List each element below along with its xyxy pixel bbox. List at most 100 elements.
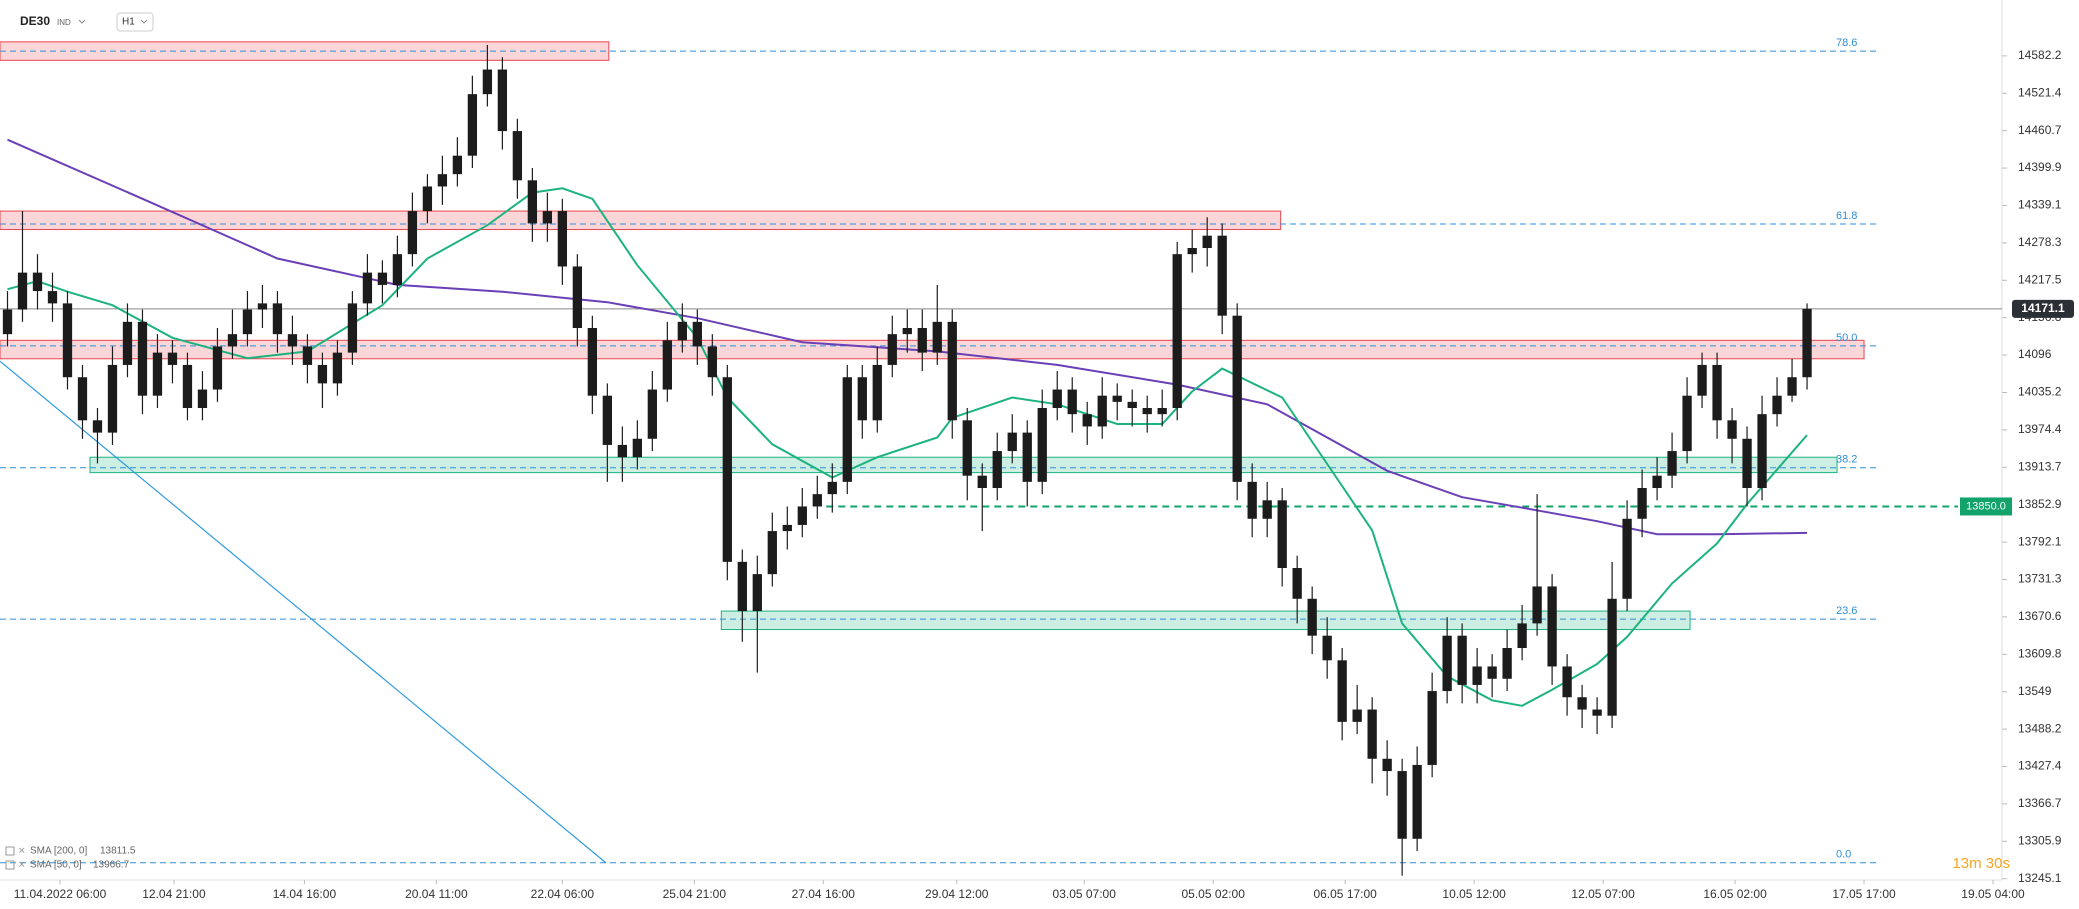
candle-body [182,364,193,408]
candle-body [527,180,538,224]
candle-body [1487,666,1497,679]
candle-body [257,303,268,310]
candle-body [1292,568,1302,599]
candle-body [602,395,612,445]
candle-body [887,334,897,365]
candle-body [1007,432,1017,452]
x-tick-label: 05.05 02:00 [1181,887,1245,901]
candle-body [17,272,28,310]
candle-body [1277,500,1287,568]
candle-body [2,309,13,335]
candle-body [1352,709,1362,722]
x-tick-label: 12.05 07:00 [1571,887,1635,901]
candle-body [812,494,822,507]
candle-body [902,328,912,335]
candle-body [317,364,328,384]
candle-body [1502,648,1512,679]
candle-body [1712,364,1722,421]
y-tick-label: 14339.1 [2018,198,2062,212]
candle-body [857,377,867,421]
y-tick-label: 14217.5 [2018,272,2062,286]
candle-body [872,364,882,421]
candle-body [347,303,358,353]
sma-line [7,138,1808,536]
candle-body [1622,518,1632,599]
candle-body [1532,586,1542,624]
x-tick-label: 20.04 11:00 [405,887,468,901]
last-price-label: 14171.1 [2021,301,2065,315]
legend-name: SMA [50, 0] [30,860,82,871]
candle-body [497,69,508,132]
fib-label: 50.0 [1836,332,1857,344]
candle-body [1667,451,1677,476]
candle-body [272,303,283,335]
candle-body [1562,666,1572,698]
legend-close: ✕ [18,859,26,869]
candle-body [992,451,1002,488]
legend-name: SMA [200, 0] [30,846,87,857]
candle-body [767,531,777,575]
y-tick-label: 13427.4 [2018,759,2062,773]
candle-body [1082,414,1092,427]
y-tick-label: 13305.9 [2018,833,2062,847]
candle-body [1127,401,1137,408]
symbol[interactable]: DE30 [20,14,50,28]
candle-body [1517,623,1527,648]
candle-body [92,420,103,433]
candle-body [1742,438,1752,488]
symbol-dropdown[interactable] [78,19,86,24]
candle-body [1592,709,1602,716]
candle-body [1217,235,1227,316]
last-price-box [2012,299,2074,318]
interval-button[interactable] [116,12,154,32]
candle-body [932,321,942,353]
legend-value: 13811.5 [100,846,136,857]
fib-label: 23.6 [1836,605,1857,617]
fib-label: 78.6 [1836,37,1857,49]
candle-body [1397,771,1407,839]
x-tick-label: 22.04 06:00 [531,887,595,901]
y-tick-label: 14582.2 [2018,48,2062,62]
candle-body [1337,660,1347,722]
legend-icon [5,846,15,856]
plot: 78.6 61.8 50.0 38.2 23.6 0.0 14582.2 14521.4 144… [0,37,2074,901]
x-tick-label: 10.05 12:00 [1442,887,1506,901]
candle-body [587,328,598,396]
legend-value: 13966.7 [93,860,130,871]
candle-body [1727,420,1737,439]
interval[interactable]: H1 [122,17,135,28]
y-tick-label: 14460.7 [2018,123,2062,137]
candle-body [827,481,837,495]
y-tick-label: 13366.7 [2018,796,2062,810]
x-tick-label: 14.04 16:00 [273,887,337,901]
candle-body [1142,408,1152,415]
fib-label: 38.2 [1836,454,1857,466]
candle-body [692,321,702,347]
candle-body [1052,389,1062,408]
candle-body [1457,635,1467,685]
candle-body [1202,235,1212,248]
candle-body [1472,666,1482,685]
y-tick-label: 14399.9 [2018,160,2062,174]
candle-body [197,389,208,408]
candle-body [1097,395,1107,427]
candle-body [1322,635,1332,661]
x-tick-label: 12.04 21:00 [142,887,206,901]
candle-body [1157,408,1167,415]
candle-body [632,438,642,458]
countdown: 13m 30s [1952,855,2010,872]
candle-body [212,346,223,390]
candle-body [137,321,148,396]
candle-body [797,506,807,525]
candle-body [707,346,717,378]
candle-body [647,389,657,439]
candle-body [167,352,178,365]
candle-body [392,254,403,285]
zone [0,339,1865,360]
candle-body [677,321,687,341]
market: IND [57,18,71,27]
candle-body [1187,248,1197,255]
interval-dropdown[interactable] [140,19,148,24]
x-tick-label: 17.05 17:00 [1832,887,1896,901]
